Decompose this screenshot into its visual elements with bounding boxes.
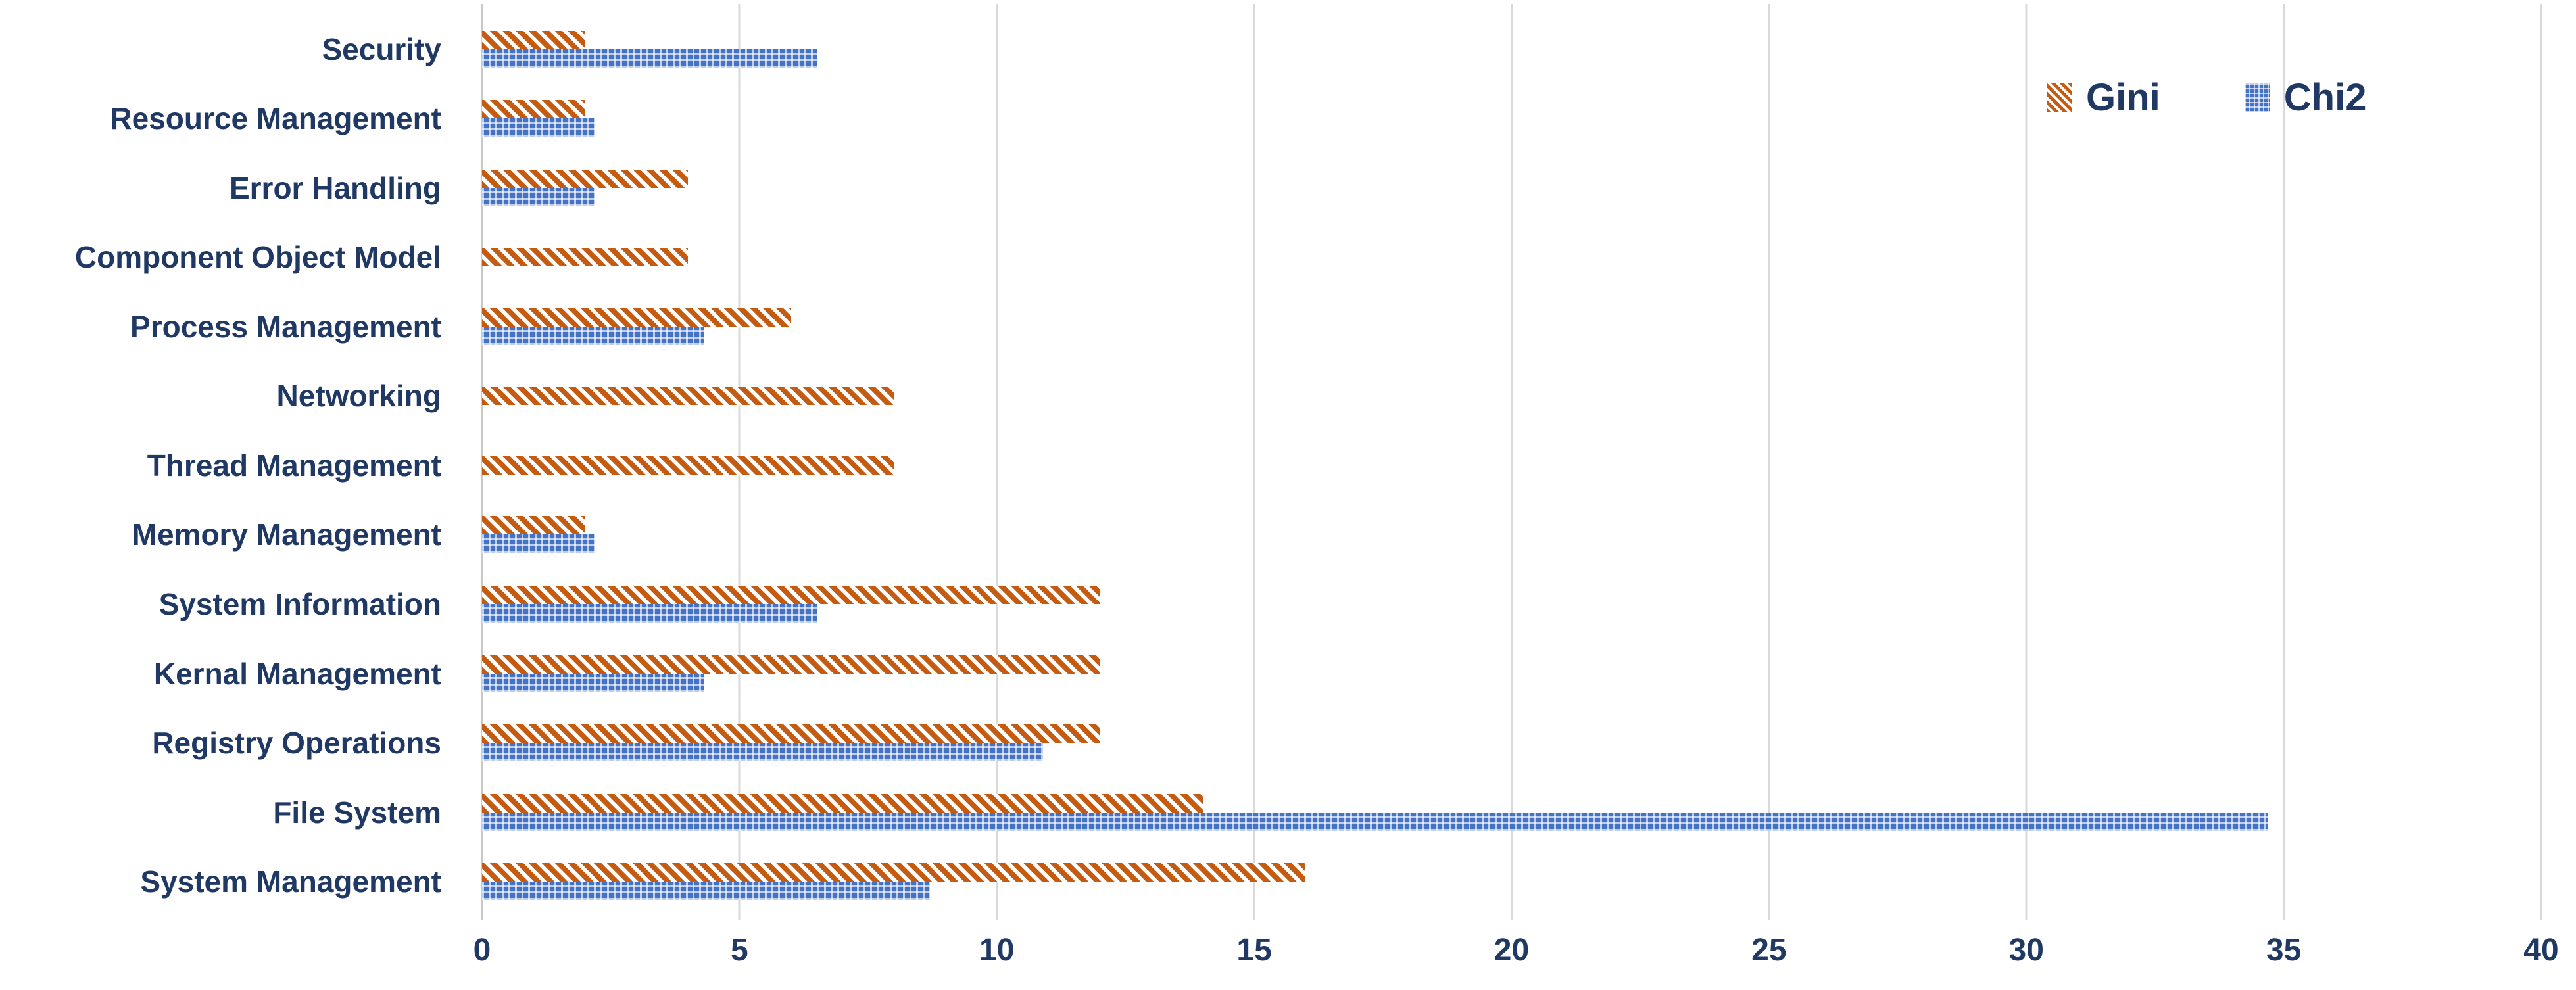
gini-bar — [482, 248, 689, 267]
category-label: Memory Management — [132, 517, 441, 552]
bar-group — [482, 863, 2541, 901]
chi2-bar — [482, 49, 817, 68]
gini-bar — [482, 863, 1306, 882]
x-tick-label: 15 — [1236, 933, 1272, 968]
chi2-bar — [482, 812, 2269, 831]
gridline — [2283, 4, 2285, 920]
category-label: Component Object Model — [74, 240, 441, 275]
chi2-bar — [482, 326, 704, 345]
chi2-bar — [482, 743, 1044, 762]
gini-bar — [482, 308, 791, 327]
legend-label-chi2: Chi2 — [2283, 76, 2367, 119]
chi2-bar — [482, 882, 930, 901]
category-label: File System — [273, 795, 441, 830]
category-label: Error Handling — [229, 170, 441, 205]
bar-group — [482, 456, 2541, 475]
bar-group — [482, 793, 2541, 831]
x-tick-label: 5 — [731, 933, 748, 968]
gini-bar — [482, 724, 1100, 743]
gini-swatch-icon — [2047, 83, 2072, 112]
chart-row: Error Handling — [0, 153, 2576, 223]
chart-row: Process Management — [0, 292, 2576, 362]
chi2-bar — [482, 187, 596, 206]
chi2-bar — [482, 118, 596, 137]
x-axis: 0 5 10 15 20 25 30 35 40 — [474, 926, 2559, 985]
chart-row: System Management — [0, 847, 2576, 916]
bar-group — [482, 655, 2541, 692]
chart-row: Thread Management — [0, 431, 2576, 500]
bar-group — [482, 30, 2541, 68]
gini-bar — [482, 793, 1203, 813]
chi2-bar — [482, 673, 704, 692]
chart-row: Memory Management — [0, 500, 2576, 570]
bar-group — [482, 387, 2541, 406]
gini-bar — [482, 456, 894, 475]
chi2-bar — [482, 534, 596, 554]
bar-group — [482, 248, 2541, 267]
category-label: System Information — [158, 587, 441, 622]
gini-bar — [482, 516, 585, 535]
chi2-bar — [482, 604, 817, 623]
bar-group — [482, 169, 2541, 206]
bar-group — [482, 586, 2541, 623]
chart-row: Kernal Management — [0, 639, 2576, 709]
gridline — [1768, 4, 1770, 920]
legend-item-chi2: Chi2 — [2244, 76, 2367, 119]
gridline — [2540, 4, 2542, 920]
bar-group — [482, 516, 2541, 554]
gini-bar — [482, 655, 1100, 674]
category-label: Registry Operations — [152, 726, 441, 761]
gini-bar — [482, 387, 894, 406]
gridline — [996, 4, 998, 920]
chart-row: Resource Management — [0, 84, 2576, 154]
x-tick-label: 40 — [2523, 933, 2559, 968]
gini-bar — [482, 586, 1100, 605]
chart-row: Component Object Model — [0, 223, 2576, 293]
chart-row: Registry Operations — [0, 708, 2576, 778]
category-label: System Management — [140, 864, 441, 899]
chart-row: File System — [0, 778, 2576, 847]
category-label: Networking — [276, 379, 441, 413]
x-tick-label: 25 — [1751, 933, 1787, 968]
x-tick-label: 35 — [2266, 933, 2302, 968]
rows-layer: Security Resource Management Error Handlin… — [0, 14, 2576, 916]
legend: Gini Chi2 — [2047, 79, 2366, 117]
chart-row: Security — [0, 14, 2576, 84]
x-tick-label: 10 — [979, 933, 1015, 968]
bar-group — [482, 100, 2541, 137]
chart-row: Networking — [0, 362, 2576, 431]
gini-bar — [482, 30, 585, 49]
bar-group — [482, 308, 2541, 345]
x-tick-label: 0 — [473, 933, 491, 968]
gridline — [1253, 4, 1255, 920]
chart-row: System Information — [0, 569, 2576, 639]
category-label: Kernal Management — [153, 656, 441, 691]
bar-group — [482, 724, 2541, 762]
category-label: Process Management — [130, 309, 441, 344]
gridline — [2025, 4, 2028, 920]
chi2-swatch-icon — [2244, 83, 2270, 112]
category-label: Thread Management — [147, 448, 441, 483]
gini-bar — [482, 100, 585, 119]
x-tick-label: 30 — [2008, 933, 2044, 968]
gini-bar — [482, 169, 689, 188]
legend-item-gini: Gini — [2047, 79, 2160, 117]
category-label: Resource Management — [110, 101, 441, 136]
x-tick-label: 20 — [1494, 933, 1530, 968]
gridline — [1511, 4, 1513, 920]
legend-label-gini: Gini — [2086, 76, 2160, 119]
category-label: Security — [322, 32, 441, 66]
